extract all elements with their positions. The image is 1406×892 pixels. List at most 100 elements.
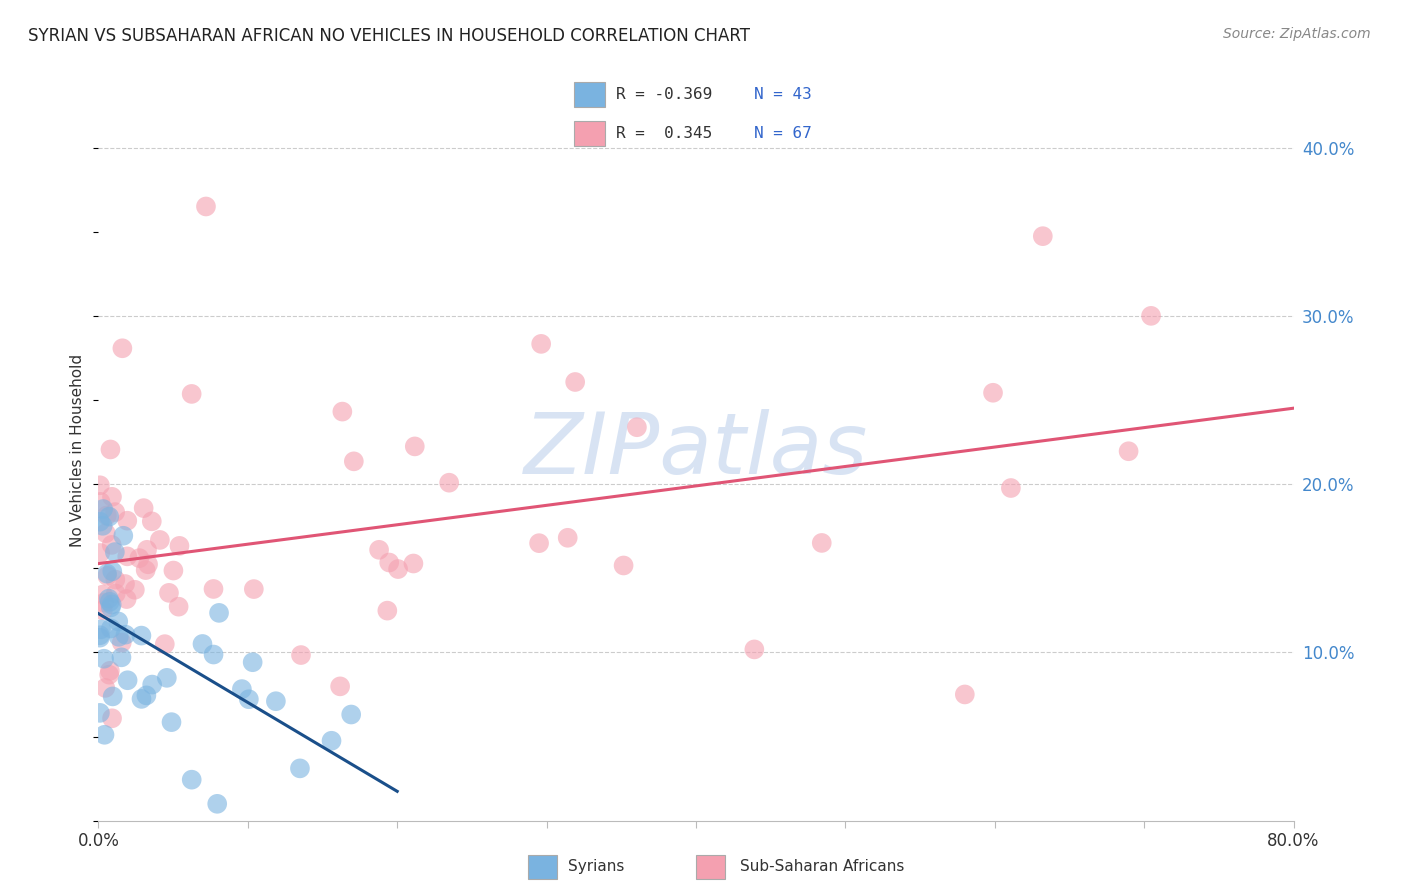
Point xyxy=(110,650,132,665)
Point xyxy=(98,664,121,678)
Point xyxy=(368,542,391,557)
Point xyxy=(91,518,114,533)
Text: R =  0.345: R = 0.345 xyxy=(616,126,711,141)
Point xyxy=(117,673,139,688)
Point xyxy=(100,442,122,457)
Point xyxy=(128,551,150,566)
Point xyxy=(1140,309,1163,323)
Text: Sub-Saharan Africans: Sub-Saharan Africans xyxy=(740,859,904,873)
FancyBboxPatch shape xyxy=(696,855,725,879)
Point xyxy=(402,557,425,571)
Point xyxy=(330,404,353,418)
Point xyxy=(115,549,138,564)
Point xyxy=(744,642,766,657)
Point xyxy=(89,478,111,492)
Point xyxy=(135,689,157,703)
Point xyxy=(107,615,129,629)
Point xyxy=(191,637,214,651)
Point xyxy=(953,688,976,702)
Point xyxy=(100,600,122,615)
Point xyxy=(340,707,363,722)
Point xyxy=(437,475,460,490)
Point xyxy=(91,502,114,516)
Point xyxy=(329,679,352,693)
Point xyxy=(98,667,121,681)
Point xyxy=(97,591,120,606)
Point xyxy=(290,648,312,662)
Point xyxy=(243,582,266,596)
Text: R = -0.369: R = -0.369 xyxy=(616,87,711,102)
Point xyxy=(94,681,117,695)
Point xyxy=(264,694,287,708)
Point xyxy=(135,563,157,577)
Point xyxy=(98,509,121,524)
Point xyxy=(180,387,202,401)
Point xyxy=(162,564,184,578)
Point xyxy=(132,501,155,516)
Point xyxy=(343,454,366,468)
Point xyxy=(111,635,134,649)
Point xyxy=(114,628,136,642)
Point xyxy=(98,595,121,609)
FancyBboxPatch shape xyxy=(527,855,557,879)
Point xyxy=(131,692,153,706)
Point xyxy=(107,630,129,644)
Point xyxy=(404,439,426,453)
Point xyxy=(321,733,343,747)
Point xyxy=(89,546,111,560)
Point xyxy=(378,556,401,570)
Point xyxy=(557,531,579,545)
Point xyxy=(93,728,115,742)
Text: ZIPatlas: ZIPatlas xyxy=(524,409,868,492)
Point xyxy=(141,514,163,528)
Text: Syrians: Syrians xyxy=(568,859,624,873)
Point xyxy=(104,505,127,519)
Point xyxy=(136,542,159,557)
FancyBboxPatch shape xyxy=(574,81,605,107)
Point xyxy=(564,375,586,389)
Point xyxy=(160,715,183,730)
Point xyxy=(112,529,135,543)
Point xyxy=(141,677,163,691)
Point xyxy=(104,573,127,587)
Point xyxy=(104,586,127,600)
Point xyxy=(101,564,124,578)
Point xyxy=(375,604,398,618)
Point xyxy=(202,648,225,662)
Point xyxy=(136,558,159,572)
Point xyxy=(613,558,636,573)
Point xyxy=(117,514,139,528)
Point xyxy=(111,341,134,355)
Point xyxy=(242,655,264,669)
Text: N = 43: N = 43 xyxy=(754,87,811,102)
Point xyxy=(101,711,124,725)
Point xyxy=(527,536,550,550)
Point xyxy=(195,199,218,213)
Point xyxy=(96,566,118,581)
Point xyxy=(180,772,202,787)
Point xyxy=(167,599,190,614)
Point xyxy=(288,761,311,775)
Point xyxy=(89,515,111,529)
Point xyxy=(100,598,122,612)
Point xyxy=(101,490,124,504)
Point xyxy=(96,508,118,523)
Point xyxy=(93,595,115,609)
Point xyxy=(114,577,136,591)
Point xyxy=(91,588,114,602)
Y-axis label: No Vehicles in Household: No Vehicles in Household xyxy=(70,354,86,547)
Point xyxy=(91,603,114,617)
Point xyxy=(100,622,122,636)
Point xyxy=(93,651,115,665)
Point xyxy=(153,637,176,651)
Point xyxy=(169,539,191,553)
Point xyxy=(231,682,253,697)
Point xyxy=(626,420,648,434)
Point xyxy=(981,385,1004,400)
Point xyxy=(115,592,138,607)
Point xyxy=(202,582,225,596)
Point xyxy=(131,629,153,643)
FancyBboxPatch shape xyxy=(574,120,605,146)
Point xyxy=(96,569,118,583)
Point xyxy=(208,606,231,620)
